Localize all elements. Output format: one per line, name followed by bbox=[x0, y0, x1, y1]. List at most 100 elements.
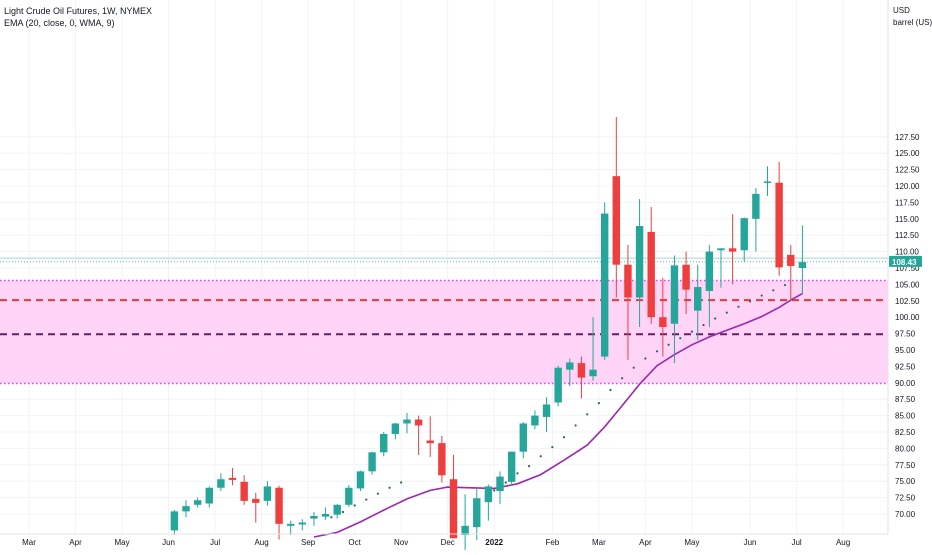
indicator-label[interactable]: EMA (20, close, 0, WMA, 9) bbox=[4, 18, 115, 28]
candle bbox=[542, 397, 551, 432]
trail-dot bbox=[609, 388, 612, 392]
x-tick-label: Dec bbox=[441, 538, 455, 547]
trail-dot bbox=[551, 445, 554, 449]
candle bbox=[659, 277, 667, 357]
y-tick-label: 97.50 bbox=[895, 330, 916, 339]
candle-body bbox=[217, 479, 225, 488]
trail-dot bbox=[527, 465, 531, 468]
candle bbox=[252, 493, 260, 523]
symbol-title[interactable]: Light Crude Oil Futures, 1W, NYMEX bbox=[4, 6, 153, 16]
x-tick-labels: Mar Apr May Jun Jul Aug Sep Oct Nov Dec 2022 Feb Mar… bbox=[22, 538, 850, 547]
candle-body bbox=[775, 182, 783, 268]
trail-dot bbox=[690, 330, 694, 333]
candle bbox=[624, 245, 632, 360]
y-tick-label: 75.00 bbox=[895, 477, 916, 486]
y-tick-label: 82.50 bbox=[895, 428, 916, 437]
trail-dot bbox=[330, 516, 333, 519]
candle bbox=[717, 248, 725, 288]
trail-dot bbox=[655, 350, 659, 353]
candle bbox=[449, 454, 458, 539]
trail-dot bbox=[365, 498, 368, 501]
trail-dot bbox=[632, 366, 635, 369]
candle-body bbox=[345, 487, 353, 505]
candle bbox=[182, 500, 190, 518]
candle-body bbox=[240, 481, 248, 501]
candle-body bbox=[519, 423, 527, 452]
x-tick-label: Nov bbox=[394, 538, 408, 547]
candle-body bbox=[531, 415, 539, 426]
candle bbox=[286, 520, 295, 535]
candles bbox=[170, 117, 807, 551]
candle bbox=[321, 507, 330, 520]
candle-body bbox=[368, 452, 376, 472]
candle bbox=[310, 512, 318, 526]
candle bbox=[507, 451, 516, 486]
candle bbox=[496, 471, 504, 505]
trail-dot bbox=[574, 424, 577, 427]
trail-dot bbox=[376, 492, 379, 495]
candle bbox=[170, 510, 179, 535]
y-tick-label: 87.50 bbox=[895, 395, 916, 404]
candle-body bbox=[438, 443, 446, 476]
candle bbox=[787, 245, 795, 301]
y-tick-label: 125.00 bbox=[895, 149, 920, 158]
trail-dot bbox=[621, 377, 624, 380]
candle-body bbox=[647, 231, 655, 318]
trail-dot bbox=[516, 472, 519, 475]
candle bbox=[228, 468, 237, 486]
axis-unit: barrel (US) bbox=[893, 18, 932, 27]
candle-body bbox=[670, 265, 679, 324]
candle-body bbox=[414, 419, 423, 426]
candle-body bbox=[298, 522, 307, 525]
candle bbox=[438, 435, 446, 483]
trail-dot bbox=[562, 436, 566, 439]
trail-dot bbox=[539, 455, 542, 458]
trail-dot bbox=[714, 317, 717, 320]
y-tick-label: 110.00 bbox=[895, 248, 919, 257]
candle bbox=[682, 251, 690, 314]
candle bbox=[380, 432, 388, 457]
x-tick-label: Aug bbox=[254, 538, 268, 547]
candle-body bbox=[228, 477, 237, 480]
candle bbox=[728, 214, 737, 285]
trail-dot bbox=[644, 357, 647, 360]
candle-body bbox=[321, 514, 330, 517]
candle-body bbox=[182, 506, 190, 512]
candle-body bbox=[333, 504, 341, 515]
y-tick-label: 77.50 bbox=[895, 461, 916, 470]
candle-body bbox=[694, 287, 702, 311]
candle-body bbox=[252, 498, 260, 503]
candle-body bbox=[310, 515, 318, 519]
y-tick-label: 127.50 bbox=[895, 133, 920, 142]
candle bbox=[275, 485, 283, 540]
y-tick-label: 112.50 bbox=[895, 231, 919, 240]
candle-body bbox=[205, 487, 213, 504]
candle-body bbox=[612, 176, 621, 265]
last-price-badge bbox=[889, 255, 922, 267]
candle bbox=[205, 486, 213, 508]
candle bbox=[403, 412, 411, 434]
y-tick-label: 70.00 bbox=[895, 510, 916, 519]
candle bbox=[566, 358, 574, 387]
x-tick-label: May bbox=[114, 538, 129, 547]
candle bbox=[554, 365, 562, 407]
candle-body bbox=[170, 511, 179, 531]
candle bbox=[473, 489, 481, 541]
candle-body bbox=[542, 404, 551, 417]
y-tick-label: 95.00 bbox=[895, 346, 916, 355]
x-tick-label: Mar bbox=[22, 538, 36, 547]
y-tick-label: 100.00 bbox=[895, 313, 920, 322]
y-tick-label: 80.00 bbox=[895, 444, 916, 453]
candle bbox=[484, 484, 493, 521]
candle bbox=[345, 485, 353, 507]
candle-body bbox=[624, 264, 632, 298]
candle-body bbox=[193, 500, 202, 505]
x-tick-label: Feb bbox=[545, 538, 559, 547]
candle bbox=[391, 422, 400, 440]
candle-body bbox=[728, 248, 737, 252]
trail-dot bbox=[586, 413, 589, 416]
candle-body bbox=[473, 498, 481, 528]
candle-body bbox=[577, 363, 586, 378]
